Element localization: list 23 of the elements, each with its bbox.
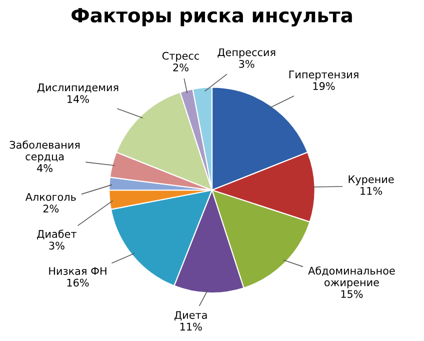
- data-label: 15%: [341, 290, 363, 298]
- chart-title: Факторы риска инсульта: [72, 8, 352, 26]
- data-label: 14%: [68, 95, 89, 103]
- data-label: 16%: [67, 278, 89, 287]
- slice-label: Стресс: [162, 52, 200, 62]
- data-label: 3%: [49, 242, 64, 250]
- slice-label: Гипертензия: [289, 70, 358, 80]
- slice-label: Заболевания сердца: [10, 140, 80, 162]
- data-label: 2%: [43, 204, 59, 213]
- slice-label: Абдоминальное ожирение: [308, 266, 395, 288]
- data-label: 3%: [239, 60, 254, 68]
- slice-label: Низкая ФН: [49, 267, 106, 275]
- data-label: 11%: [360, 186, 382, 195]
- slice-label: Курение: [348, 175, 394, 186]
- slice-label: Депрессия: [218, 48, 276, 58]
- data-label: 11%: [180, 322, 202, 331]
- slice-label: Диета: [174, 311, 207, 320]
- slice-label: Дислипидемия: [37, 84, 118, 93]
- slice-label: Алкоголь: [25, 193, 76, 201]
- data-label: 4%: [37, 164, 52, 172]
- data-label: 19%: [313, 82, 335, 90]
- slice-label: Диабет: [37, 230, 76, 240]
- data-label: 2%: [173, 64, 188, 72]
